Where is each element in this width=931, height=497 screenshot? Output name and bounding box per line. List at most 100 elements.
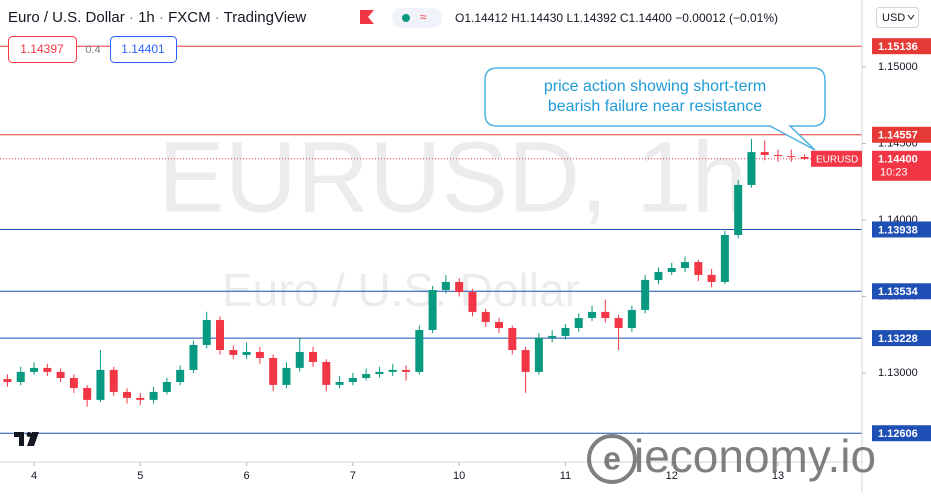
countdown: 10:23 <box>880 167 908 179</box>
status-pill <box>392 8 442 28</box>
candle-body <box>322 361 331 385</box>
candle-body <box>521 350 530 372</box>
logo-mark <box>14 432 24 446</box>
x-tick-label: 5 <box>137 470 143 482</box>
candle-body <box>455 281 464 293</box>
level-label: 1.13938 <box>878 224 918 236</box>
separator: · <box>125 9 138 26</box>
candle-body <box>255 352 264 358</box>
candle-body <box>123 391 132 398</box>
currency: USD <box>882 12 905 24</box>
symbol-tag <box>811 150 862 167</box>
candle-body <box>16 371 25 382</box>
x-tick-label: 7 <box>350 470 356 482</box>
candle-body <box>295 352 304 368</box>
brand-text: ieconomy.io <box>634 430 876 482</box>
candles <box>3 138 809 407</box>
level-label: 1.15136 <box>878 41 918 53</box>
candle-body <box>428 290 437 330</box>
candle-body <box>83 387 92 400</box>
exchange: FXCM <box>168 9 211 26</box>
annotation: price action showing short-term bearish … <box>484 67 826 151</box>
annotation-line: price action showing short-term <box>544 78 766 95</box>
candle-body <box>747 152 756 185</box>
logo-dot <box>26 432 32 437</box>
candle-body <box>481 311 490 323</box>
level-label: 1.13228 <box>878 333 918 345</box>
separator: · <box>211 9 224 26</box>
candle-body <box>216 320 225 351</box>
ohlc-high: H1.14430 <box>511 11 563 25</box>
candle-body <box>534 337 543 372</box>
level-label-box <box>872 283 931 300</box>
callout <box>484 67 826 151</box>
candle-body <box>96 369 105 400</box>
interval: 1h <box>138 9 155 26</box>
candle-body <box>242 352 251 355</box>
level-label-box <box>872 425 931 442</box>
candle-body <box>468 292 477 312</box>
candle-body <box>760 152 769 155</box>
level-label-box <box>872 221 931 238</box>
candle-body <box>388 369 397 372</box>
candle-body <box>229 350 238 355</box>
currency-button[interactable] <box>876 7 919 28</box>
candle-body <box>30 367 39 372</box>
level-label: 1.13534 <box>878 286 919 298</box>
candle-body <box>176 369 185 382</box>
candle-body <box>508 327 517 351</box>
brand-logo: e ieconomy.io <box>587 430 876 484</box>
level-label-box <box>872 38 931 55</box>
status-icon: ≈ <box>420 10 427 24</box>
ohlc-low: L1.14392 <box>566 11 616 25</box>
level-label-box <box>872 330 931 347</box>
header-title: Euro / U.S. Dollar · 1h · FXCM · Trading… <box>8 9 306 26</box>
candle-body <box>495 322 504 328</box>
candle-body <box>441 281 450 291</box>
ask-box[interactable] <box>110 36 177 63</box>
tv-logo <box>14 432 39 446</box>
bid-box[interactable] <box>8 36 77 63</box>
x-tick-label: 6 <box>244 470 250 482</box>
header: Euro / U.S. Dollar · 1h · FXCM · Trading… <box>8 7 919 63</box>
y-tick-label: 1.13000 <box>878 367 918 379</box>
watermark: EURUSD, 1h Euro / U.S. Dollar <box>158 121 747 316</box>
candle-body <box>654 271 663 280</box>
candle-body <box>641 279 650 310</box>
x-tick-label: 10 <box>453 470 465 482</box>
bid: 1.14397 <box>20 42 64 56</box>
spread: 0.4 <box>85 44 100 56</box>
flag-icon[interactable] <box>360 10 374 24</box>
candle-body <box>548 335 557 338</box>
level-label-box <box>872 126 931 143</box>
candle-body <box>588 311 597 319</box>
watermark-symbol: EURUSD, 1h <box>158 121 747 233</box>
y-tick-label: 1.15000 <box>878 61 918 73</box>
separator: · <box>155 9 168 26</box>
candle-body <box>69 378 78 388</box>
candle-body <box>415 329 424 372</box>
dropdown-arrow <box>907 14 915 20</box>
candle-body <box>402 369 411 372</box>
status-dot <box>402 14 410 22</box>
brand-e: e <box>603 440 621 476</box>
candle-body <box>734 184 743 235</box>
candle-body <box>667 268 676 272</box>
ask: 1.14401 <box>121 42 165 56</box>
brand-circle <box>587 434 637 484</box>
candle-body <box>282 367 291 385</box>
candle-body <box>348 378 357 382</box>
candle-body <box>375 371 384 375</box>
candle-body <box>707 274 716 282</box>
symbol-tag-label: EURUSD <box>816 154 858 165</box>
ohlc-open: O1.14412 <box>455 11 508 25</box>
watermark-name: Euro / U.S. Dollar <box>222 264 580 316</box>
candle-body <box>335 381 344 385</box>
ohlc-change: −0.00012 (−0.01%) <box>675 11 778 25</box>
candle-body <box>202 320 211 345</box>
symbol-name: Euro / U.S. Dollar <box>8 9 125 26</box>
ohlc-close: C1.14400 <box>620 11 672 25</box>
x-tick-label: 11 <box>560 470 571 482</box>
grid: 4 5 6 7 10 11 12 13 <box>31 462 784 482</box>
candle-body <box>43 367 52 372</box>
